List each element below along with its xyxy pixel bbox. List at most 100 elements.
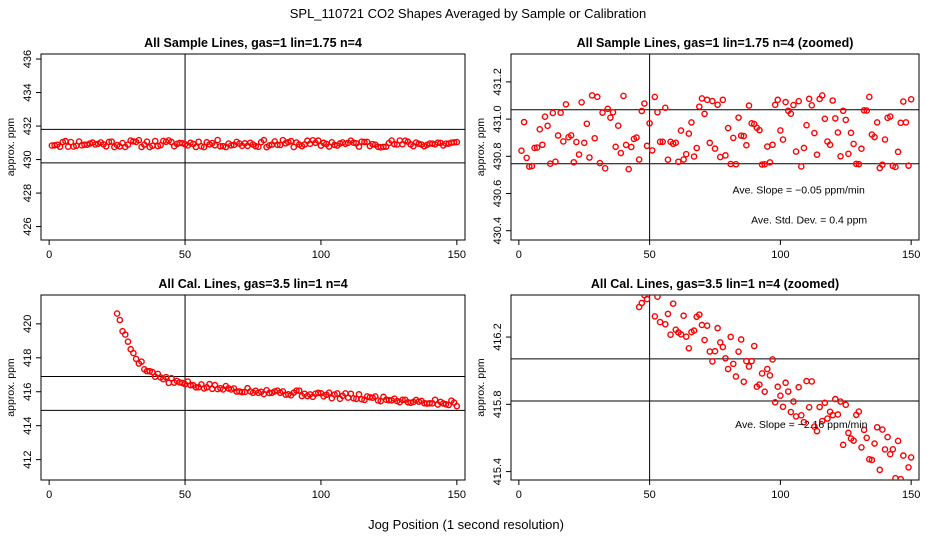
data-point xyxy=(821,399,829,407)
data-point xyxy=(290,143,298,151)
data-point xyxy=(881,446,889,453)
data-point xyxy=(677,127,685,134)
data-point xyxy=(533,144,541,151)
y-tick-label: 431.0 xyxy=(492,105,504,133)
data-point xyxy=(832,395,839,403)
data-point xyxy=(900,452,907,459)
data-point xyxy=(135,136,143,144)
x-tick-label: 0 xyxy=(46,489,52,501)
x-tick-label: 100 xyxy=(771,489,789,501)
data-point xyxy=(769,356,776,363)
data-point xyxy=(732,373,740,380)
data-point xyxy=(871,133,878,141)
annotation-text: Ave. Slope = −2.16 ppm/min xyxy=(735,419,867,431)
data-point xyxy=(380,143,387,151)
x-tick-label: 0 xyxy=(46,249,52,261)
data-point xyxy=(863,434,870,442)
data-point xyxy=(528,162,536,170)
data-point xyxy=(680,312,687,320)
data-point xyxy=(238,388,246,396)
x-tick-label: 150 xyxy=(902,489,920,501)
data-points xyxy=(518,92,915,173)
data-point xyxy=(800,418,808,426)
data-point xyxy=(714,324,721,332)
data-point xyxy=(873,119,881,126)
data-point xyxy=(214,136,221,144)
data-point xyxy=(803,377,810,385)
data-point xyxy=(450,139,458,146)
data-point xyxy=(192,383,200,391)
data-point xyxy=(168,374,175,382)
data-point xyxy=(711,145,719,152)
data-point xyxy=(722,152,729,159)
data-point xyxy=(829,97,836,104)
data-point xyxy=(884,433,891,441)
data-point xyxy=(816,403,823,411)
data-point xyxy=(56,143,64,151)
data-point xyxy=(113,310,121,317)
data-point xyxy=(138,358,145,365)
data-point xyxy=(675,158,682,166)
data-point xyxy=(737,132,745,139)
data-point xyxy=(544,122,551,130)
data-point xyxy=(187,381,194,389)
data-point xyxy=(588,92,596,99)
data-point xyxy=(834,411,842,418)
data-point xyxy=(719,343,727,351)
data-point xyxy=(868,456,876,464)
data-point xyxy=(391,140,398,148)
data-point xyxy=(897,475,904,480)
data-point xyxy=(453,402,461,410)
y-tick-label: 412 xyxy=(22,450,34,468)
x-tick-label: 50 xyxy=(179,489,191,501)
data-point xyxy=(774,383,782,391)
data-point xyxy=(358,395,366,403)
data-point xyxy=(67,138,75,146)
data-point xyxy=(795,97,802,105)
y-tick-label: 430.6 xyxy=(492,180,504,208)
data-point xyxy=(648,147,656,154)
data-point xyxy=(607,114,614,121)
x-tick-label: 0 xyxy=(516,249,522,261)
data-point xyxy=(805,95,813,103)
data-point xyxy=(716,153,724,161)
y-tick-label: 415.4 xyxy=(492,458,504,486)
data-point xyxy=(756,126,763,134)
data-point xyxy=(601,165,609,172)
data-point xyxy=(685,344,693,352)
data-point xyxy=(790,101,797,109)
data-point xyxy=(703,96,711,104)
y-tick-label: 432 xyxy=(22,117,34,135)
y-tick-label: 430.4 xyxy=(492,217,504,245)
data-point xyxy=(743,141,750,149)
data-point xyxy=(355,391,363,398)
data-point xyxy=(740,378,748,386)
data-point xyxy=(620,92,627,100)
data-point xyxy=(842,401,850,409)
data-point xyxy=(664,156,672,163)
data-point xyxy=(737,336,745,343)
panel-title: All Cal. Lines, gas=3.5 lin=1 n=4 xyxy=(158,277,347,291)
data-point xyxy=(361,138,368,146)
data-point xyxy=(839,441,847,449)
data-point xyxy=(821,115,829,123)
data-point xyxy=(813,427,821,435)
data-point xyxy=(698,321,706,329)
plot-frame xyxy=(40,53,466,241)
data-point xyxy=(774,96,782,104)
x-tick-label: 100 xyxy=(771,249,789,261)
data-point xyxy=(434,139,442,146)
data-point xyxy=(886,450,894,458)
data-point xyxy=(907,454,915,461)
plot-frame xyxy=(40,294,466,481)
data-point xyxy=(818,92,826,99)
data-point xyxy=(604,105,612,113)
data-point xyxy=(573,138,580,146)
data-point xyxy=(892,163,899,171)
panel-bottom-right: All Cal. Lines, gas=3.5 lin=1 n=4 (zoome… xyxy=(475,277,920,501)
y-tick-label: 436 xyxy=(22,50,34,68)
y-tick-label: 416.2 xyxy=(492,323,504,351)
data-point xyxy=(609,108,617,116)
data-point xyxy=(724,124,732,132)
